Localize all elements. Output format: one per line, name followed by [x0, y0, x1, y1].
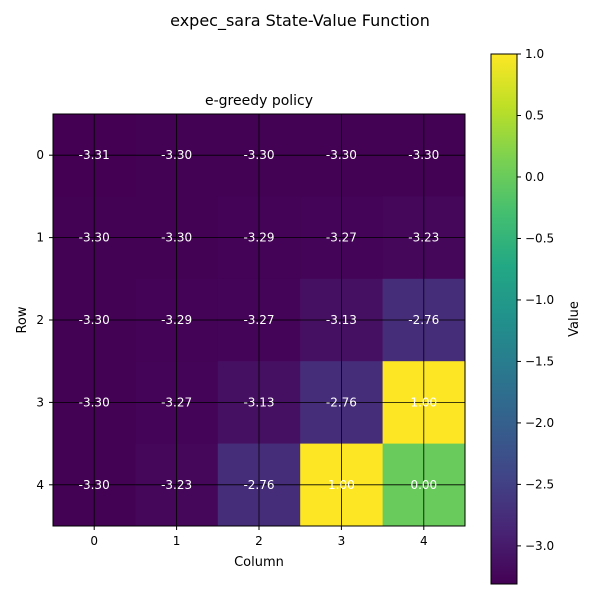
- y-tick-label-4: 4: [36, 478, 44, 492]
- cell-label-r3-c4: 1.00: [410, 395, 437, 409]
- cell-label-r1-c2: -3.29: [243, 231, 274, 245]
- x-tick-label-3: 3: [338, 534, 346, 548]
- cell-label-r2-c0: -3.30: [79, 313, 110, 327]
- x-tick-label-1: 1: [173, 534, 181, 548]
- cell-label-r0-c1: -3.30: [161, 148, 192, 162]
- heatmap-labels: -3.31 -3.30 -3.30 -3.30 -3.30 -3.30 -3.30 -3.29…: [79, 148, 440, 492]
- heatmap-grid: [53, 114, 465, 526]
- x-axis-ticks: 0 1 2 3 4: [90, 526, 428, 548]
- y-axis-label: Row: [15, 306, 30, 333]
- cell-label-r3-c3: -2.76: [326, 395, 357, 409]
- cell-label-r2-c1: -3.29: [161, 313, 192, 327]
- cell-label-r4-c4: 0.00: [410, 478, 437, 492]
- cell-label-r4-c3: 1.00: [328, 478, 355, 492]
- cell-label-r2-c4: -2.76: [408, 313, 439, 327]
- cell-label-r0-c2: -3.30: [243, 148, 274, 162]
- y-tick-label-3: 3: [36, 395, 44, 409]
- cell-label-r0-c4: -3.30: [408, 148, 439, 162]
- colorbar-label: Value: [567, 301, 582, 337]
- colorbar-tick-label-4: −1.0: [525, 293, 554, 307]
- figure-suptitle: expec_sara State-Value Function: [170, 11, 430, 31]
- colorbar: [490, 53, 518, 585]
- colorbar-tick-label-0: 1.0: [525, 47, 544, 61]
- y-axis-ticks: 0 1 2 3 4: [36, 148, 53, 492]
- chart-title: e-greedy policy: [205, 93, 313, 109]
- cell-label-r1-c0: -3.30: [79, 231, 110, 245]
- cell-label-r4-c2: -2.76: [243, 478, 274, 492]
- x-tick-label-2: 2: [255, 534, 263, 548]
- cell-label-r1-c1: -3.30: [161, 231, 192, 245]
- cell-label-r1-c3: -3.27: [326, 231, 357, 245]
- x-axis-label: Column: [234, 555, 284, 570]
- colorbar-tick-label-7: −2.5: [525, 477, 554, 491]
- cell-label-r3-c2: -3.13: [243, 395, 274, 409]
- colorbar-tick-label-6: −2.0: [525, 416, 554, 430]
- colorbar-tick-label-2: 0.0: [525, 170, 544, 184]
- cell-label-r1-c4: -3.23: [408, 231, 439, 245]
- cell-label-r2-c2: -3.27: [243, 313, 274, 327]
- cell-label-r4-c0: -3.30: [79, 478, 110, 492]
- colorbar-tick-label-1: 0.5: [525, 108, 544, 122]
- cell-label-r0-c0: -3.31: [79, 148, 110, 162]
- cell-label-r4-c1: -3.23: [161, 478, 192, 492]
- cell-label-r3-c0: -3.30: [79, 395, 110, 409]
- x-tick-label-0: 0: [90, 534, 98, 548]
- cell-label-r0-c3: -3.30: [326, 148, 357, 162]
- colorbar-tick-label-8: −3.0: [525, 539, 554, 553]
- y-tick-label-0: 0: [36, 148, 44, 162]
- cell-label-r3-c1: -3.27: [161, 395, 192, 409]
- colorbar-ticks: 1.0 0.5 0.0 −0.5 −1.0 −1.5 −2.0 −2.5 −3.0: [517, 47, 554, 553]
- x-tick-label-4: 4: [420, 534, 428, 548]
- y-tick-label-1: 1: [36, 231, 44, 245]
- y-tick-label-2: 2: [36, 313, 44, 327]
- colorbar-tick-label-3: −0.5: [525, 231, 554, 245]
- cell-label-r2-c3: -3.13: [326, 313, 357, 327]
- colorbar-tick-label-5: −1.5: [525, 354, 554, 368]
